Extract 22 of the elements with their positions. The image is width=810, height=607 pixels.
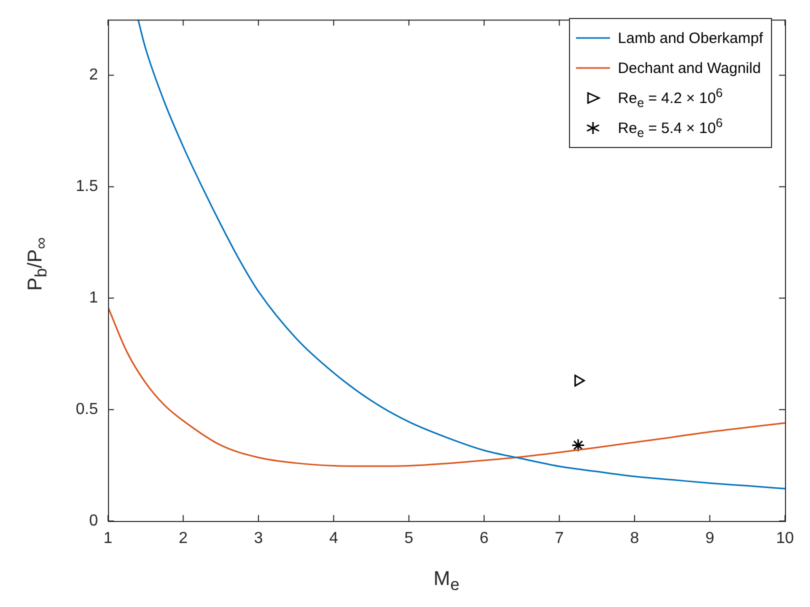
legend-label: Re$_{e}$ = 5.4 × 10$^{6}$ — [618, 116, 723, 140]
x-tick-label: 10 — [776, 530, 794, 548]
y-tick-label: 0.5 — [76, 400, 98, 418]
x-tick-label: 4 — [329, 530, 338, 548]
line-series — [137, 20, 785, 490]
x-tick-label: 8 — [630, 530, 640, 548]
x-tick-label: 5 — [404, 530, 414, 548]
y-tick-label: 1 — [89, 290, 98, 307]
x-tick-label: 9 — [705, 530, 714, 548]
x-tick-label: 2 — [178, 530, 188, 548]
y-tick-label: 2 — [89, 66, 98, 84]
legend-label: Lamb and Oberkampf — [618, 30, 763, 46]
x-tick-label: 3 — [254, 530, 263, 548]
x-tick-label: 6 — [480, 530, 489, 548]
x-tick-label: 1 — [104, 530, 113, 548]
legend-label: Dechant and Wagnild — [618, 60, 761, 76]
x-tick-label: 7 — [554, 530, 564, 548]
x-axis-title: M$_{e}$ — [432, 568, 460, 595]
y-tick-label: 1.5 — [76, 178, 98, 196]
legend-label: Re$_{e}$ = 4.2 × 10$^{6}$ — [618, 86, 723, 110]
line-series — [108, 306, 785, 467]
y-tick-label: 0 — [89, 512, 98, 530]
